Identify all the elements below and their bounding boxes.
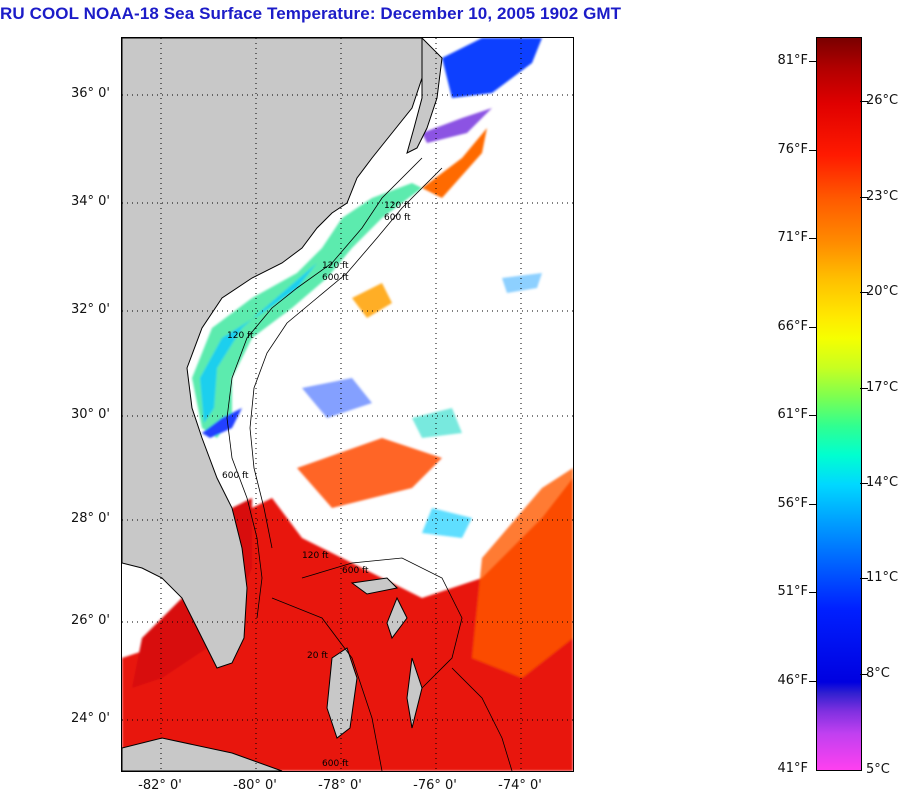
lat-label: 30° 0' <box>70 407 110 422</box>
celsius-label: 14°C <box>866 475 899 490</box>
colorbar-tick <box>809 504 817 505</box>
contour-label: 600 ft <box>342 566 369 576</box>
colorbar-tick <box>809 327 817 328</box>
colorbar-tick <box>809 415 817 416</box>
colorbar-tick <box>860 292 868 293</box>
colorbar-tick <box>860 101 868 102</box>
contour-label: 600 ft <box>322 759 349 769</box>
sst-patch-gulf-stream-ne <box>422 128 487 198</box>
contour-label: 120 ft <box>322 261 349 271</box>
lat-label: 34° 0' <box>70 194 110 209</box>
fahrenheit-label: 61°F <box>777 407 808 422</box>
celsius-label: 26°C <box>866 93 899 108</box>
land-bahamas-grand <box>350 577 399 595</box>
colorbar-tick <box>860 197 868 198</box>
contour-label: 20 ft <box>307 651 328 661</box>
celsius-label: 23°C <box>866 189 899 204</box>
colorbar-tick <box>860 578 868 579</box>
celsius-label: 8°C <box>866 666 890 681</box>
sst-patch-scatter-1 <box>302 378 372 418</box>
land-outer-banks <box>406 38 443 154</box>
lon-label: -74° 0' <box>498 778 542 793</box>
colorbar-tick <box>860 388 868 389</box>
lat-label: 28° 0' <box>70 511 110 526</box>
fahrenheit-label: 56°F <box>777 496 808 511</box>
sst-map[interactable]: 120 ft 600 ft 120 ft 600 ft 120 ft 600 f… <box>121 37 574 772</box>
temperature-colorbar <box>816 37 862 771</box>
sst-patch-north-blue <box>442 38 542 98</box>
lat-label: 26° 0' <box>70 613 110 628</box>
colorbar-tick <box>809 592 817 593</box>
lat-label: 36° 0' <box>70 86 110 101</box>
fahrenheit-label: 51°F <box>777 584 808 599</box>
graticule <box>122 38 573 771</box>
sst-map-canvas: 120 ft 600 ft 120 ft 600 ft 120 ft 600 f… <box>122 38 573 771</box>
land-us-southeast <box>122 38 423 669</box>
colorbar-tick <box>809 150 817 151</box>
colorbar-tick <box>860 674 868 675</box>
sst-patch-scatter-2 <box>412 408 462 438</box>
colorbar-tick <box>860 483 868 484</box>
colorbar-tick <box>809 61 817 62</box>
sst-patch-orange-blob <box>352 283 392 318</box>
land-bahamas-eleuthera <box>406 657 423 729</box>
celsius-label: 11°C <box>866 570 899 585</box>
lon-label: -76° 0' <box>413 778 457 793</box>
fahrenheit-label: 46°F <box>777 673 808 688</box>
fahrenheit-label: 41°F <box>777 761 808 776</box>
sst-patch-cyan-shelf <box>200 263 317 423</box>
sst-patch-midlat-orange <box>297 438 442 508</box>
land-bahamas-andros <box>326 647 358 739</box>
sst-patch-scatter-3 <box>422 508 472 538</box>
fahrenheit-label: 81°F <box>777 53 808 68</box>
colorbar-tick <box>809 238 817 239</box>
celsius-label: 5°C <box>866 762 890 777</box>
contour-label: 120 ft <box>302 551 329 561</box>
sst-patch-orange-east <box>472 468 573 678</box>
colorbar-tick <box>809 681 817 682</box>
contour-label: 600 ft <box>222 471 249 481</box>
lat-label: 32° 0' <box>70 302 110 317</box>
land-bahamas-abaco <box>386 596 408 640</box>
contour-label: 600 ft <box>384 213 411 223</box>
sst-patch-scatter-4 <box>502 273 542 293</box>
contour-label: 120 ft <box>227 331 254 341</box>
lon-label: -80° 0' <box>233 778 277 793</box>
sst-patch-south <box>122 478 573 771</box>
fahrenheit-label: 71°F <box>777 230 808 245</box>
page-title: RU COOL NOAA-18 Sea Surface Temperature:… <box>0 4 622 23</box>
lat-label: 24° 0' <box>70 711 110 726</box>
contour-label: 120 ft <box>384 201 411 211</box>
sst-patch-north-purple <box>422 108 492 143</box>
celsius-label: 17°C <box>866 380 899 395</box>
sst-patches <box>122 38 573 771</box>
lon-label: -78° 0' <box>318 778 362 793</box>
lon-label: -82° 0' <box>138 778 182 793</box>
fahrenheit-label: 66°F <box>777 319 808 334</box>
fahrenheit-label: 76°F <box>777 142 808 157</box>
celsius-label: 20°C <box>866 284 899 299</box>
contour-label: 600 ft <box>322 273 349 283</box>
bathymetry-contours <box>226 157 513 771</box>
land-cuba <box>122 737 283 771</box>
